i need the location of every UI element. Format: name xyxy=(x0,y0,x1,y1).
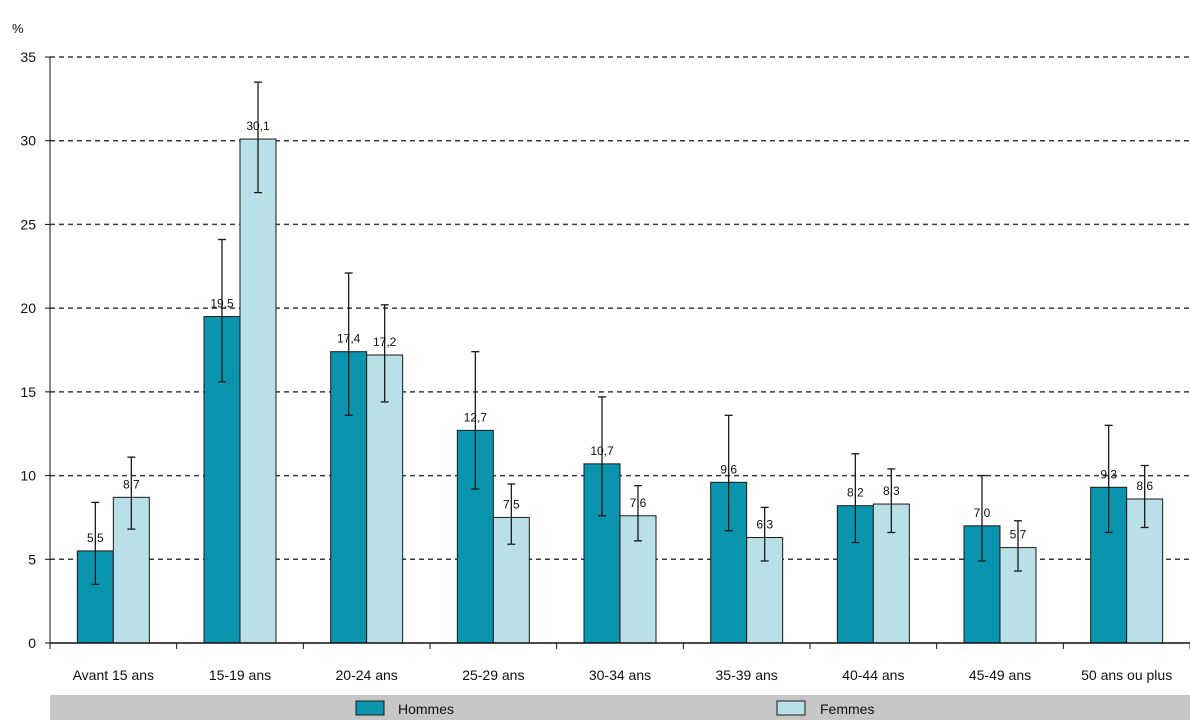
error-bars xyxy=(91,81,1149,586)
data-label-hommes: 17,4 xyxy=(337,332,361,346)
bars xyxy=(76,138,1164,644)
legend-background xyxy=(50,695,1190,720)
legend-swatch-femmes xyxy=(776,700,806,716)
x-category-label: 25-29 ans xyxy=(462,667,524,683)
data-label-femmes: 7,5 xyxy=(503,497,520,511)
data-label-hommes: 12,7 xyxy=(464,410,488,424)
data-label-femmes: 5,7 xyxy=(1010,528,1027,542)
x-category-label: 50 ans ou plus xyxy=(1081,667,1172,683)
y-axis-unit-label: % xyxy=(12,21,24,36)
data-label-hommes: 9,6 xyxy=(720,462,737,476)
y-tick-label: 25 xyxy=(20,216,36,232)
bar-femmes xyxy=(1126,498,1164,644)
data-label-femmes: 8,6 xyxy=(1136,479,1153,493)
data-label-femmes: 30,1 xyxy=(246,119,270,133)
x-category-label: 35-39 ans xyxy=(716,667,778,683)
y-tick-label: 15 xyxy=(20,384,36,400)
x-category-label: 20-24 ans xyxy=(336,667,398,683)
x-axis-category-labels: Avant 15 ans 15-19 ans 20-24 ans 25-29 ans 3… xyxy=(73,667,1173,683)
y-tick-label: 35 xyxy=(20,49,36,65)
y-tick-label: 30 xyxy=(20,133,36,149)
data-label-hommes: 5,5 xyxy=(87,531,104,545)
data-label-femmes: 6,3 xyxy=(756,518,773,532)
y-tick-label: 5 xyxy=(28,551,36,567)
legend-swatch-hommes xyxy=(355,700,385,716)
y-tick-label: 0 xyxy=(28,635,36,651)
data-label-femmes: 8,7 xyxy=(123,477,140,491)
x-category-label: 15-19 ans xyxy=(209,667,271,683)
y-axis-ticks: 0 5 10 15 20 25 30 35 xyxy=(20,49,50,651)
data-label-femmes: 8,3 xyxy=(883,484,900,498)
data-label-hommes: 7,0 xyxy=(974,506,991,520)
data-label-femmes: 7,6 xyxy=(630,496,647,510)
data-label-femmes: 17,2 xyxy=(373,335,397,349)
axes xyxy=(49,57,1190,649)
x-category-label: 30-34 ans xyxy=(589,667,651,683)
data-label-hommes: 19,5 xyxy=(210,297,234,311)
y-tick-label: 20 xyxy=(20,300,36,316)
x-category-label: Avant 15 ans xyxy=(73,667,154,683)
bar-femmes xyxy=(239,138,277,644)
y-tick-label: 10 xyxy=(20,468,36,484)
data-label-hommes: 9,3 xyxy=(1100,467,1117,481)
data-labels: 5,5 8,7 19,5 30,1 17,4 17,2 12,7 7,5 10,7 7,6 9,6 6… xyxy=(87,119,1153,545)
legend-label-hommes: Hommes xyxy=(398,701,454,717)
data-label-hommes: 8,2 xyxy=(847,486,864,500)
data-label-hommes: 10,7 xyxy=(590,444,614,458)
x-category-label: 45-49 ans xyxy=(969,667,1031,683)
legend-label-femmes: Femmes xyxy=(820,701,874,717)
x-category-label: 40-44 ans xyxy=(842,667,904,683)
legend: Hommes Femmes xyxy=(50,695,1190,720)
